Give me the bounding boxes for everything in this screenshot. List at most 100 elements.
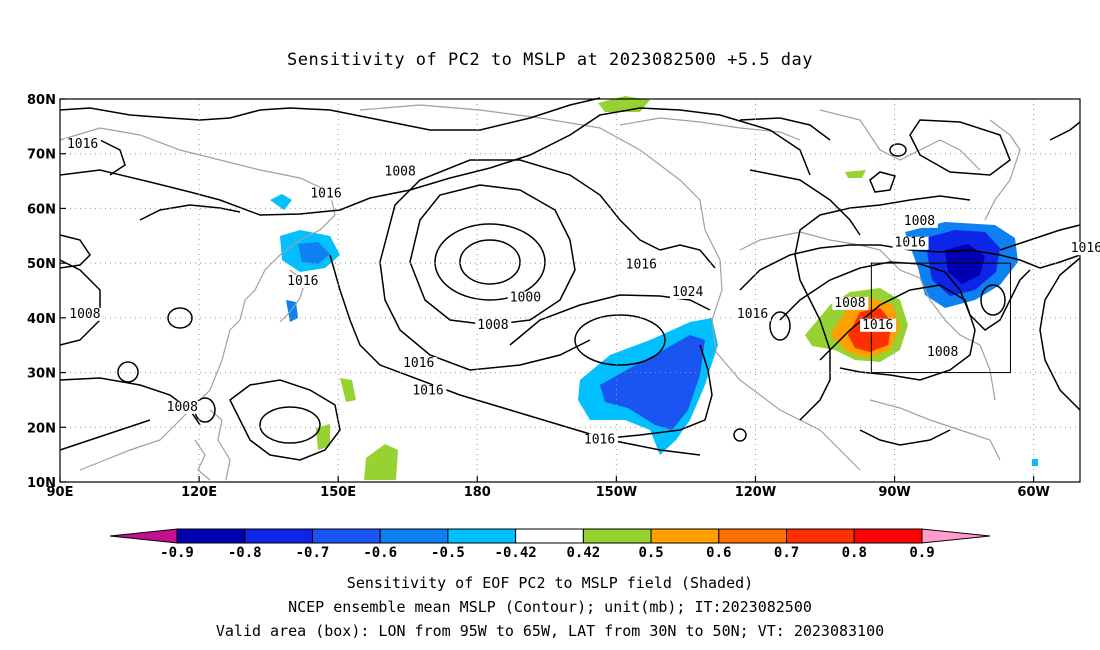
colorbar-swatch-6 (582, 528, 652, 544)
shading-blue-speck (1032, 459, 1038, 466)
colorbar-label-7: 0.5 (638, 545, 663, 561)
contour-label-17: 1016 (862, 318, 893, 333)
colorbar-label-3: -0.6 (363, 545, 397, 561)
valid-area-box (870, 262, 1011, 374)
contour-label-8: 1024 (672, 285, 703, 300)
shading-japan-negative-inner (298, 242, 330, 264)
colorbar-label-2: -0.7 (296, 545, 330, 561)
shading-northeast-negative-core (945, 244, 985, 284)
contour-label-12: 1008 (167, 400, 198, 415)
colorbar-swatch-4 (447, 528, 517, 544)
lon-tick-label-1: 120E (181, 485, 217, 500)
contour-label-bg-17 (860, 318, 897, 332)
colorbar-swatch-8 (718, 528, 788, 544)
contour-label-14: 1008 (834, 296, 865, 311)
lon-tick-label-3: 180 (464, 485, 491, 500)
shading-green-4 (364, 444, 398, 480)
lat-tick-label-4: 40N (27, 312, 56, 327)
contour-label-2: 1016 (310, 186, 341, 201)
colorbar-swatch-7 (650, 528, 720, 544)
lat-tick-label-3: 50N (27, 257, 56, 272)
contour-label-bg-15 (901, 214, 938, 228)
shading-small-negative-1 (270, 194, 292, 210)
map-frame (59, 98, 1081, 483)
contour-label-bg-12 (164, 400, 201, 414)
colorbar-label-9: 0.7 (774, 545, 799, 561)
contour-label-bg-10 (401, 357, 438, 371)
lon-tick-label-5: 120W (735, 485, 776, 500)
shading-green-3 (316, 424, 330, 450)
colorbar-label-4: -0.5 (431, 545, 465, 561)
contour-label-bg-1 (382, 165, 419, 179)
shading-green-2 (340, 378, 356, 402)
shading-green-1 (845, 170, 866, 178)
shading-pacific-negative-inner (600, 335, 705, 430)
lon-tick-label-2: 150E (320, 485, 356, 500)
contour-label-4: 1008 (69, 307, 100, 322)
caption-shading: Sensitivity of EOF PC2 to MSLP field (Sh… (346, 574, 754, 592)
colorbar-label-11: 0.9 (909, 545, 934, 561)
coastlines (59, 104, 1021, 481)
colorbar-swatch-9 (786, 528, 855, 544)
lat-tick-label-5: 30N (27, 367, 56, 382)
contour-label-9: 1016 (737, 307, 768, 322)
lon-tick-label-0: 90E (47, 485, 74, 500)
colorbar-swatch-5 (515, 528, 584, 544)
lat-tick-label-2: 60N (27, 202, 56, 217)
contour-label-6: 1008 (477, 318, 508, 333)
colorbar-label-8: 0.6 (706, 545, 731, 561)
colorbar: -0.9 -0.8 -0.7 -0.6 -0.5 -0.42 0.42 0.5 0.6 0.7 0.… (109, 528, 991, 561)
lat-tick-label-6: 20N (27, 421, 56, 436)
longitude-axis: 90E 120E 150E 180 150W 120W 90W 60W (47, 476, 1050, 500)
contour-label-0: 1016 (67, 137, 98, 152)
contour-label-bg-0 (64, 138, 101, 152)
contour-label-bg-9 (734, 307, 771, 321)
colorbar-label-0: -0.9 (160, 545, 194, 561)
colorbar-high-end (921, 528, 991, 544)
colorbar-swatch-3 (379, 528, 449, 544)
contour-label-19: 1016 (1071, 241, 1100, 256)
latitude-axis: 80N 70N 60N 50N 40N 30N 20N 10N (27, 93, 66, 491)
colorbar-swatch-0 (176, 528, 246, 544)
contour-label-7: 1016 (626, 258, 657, 273)
lat-tick-label-1: 70N (27, 148, 56, 163)
contour-label-bg-5 (507, 291, 544, 305)
colorbar-label-5: -0.42 (495, 545, 537, 561)
contour-label-3: 1016 (287, 274, 318, 289)
contour-label-18: 1008 (927, 345, 958, 360)
map-title: Sensitivity of PC2 to MSLP at 2023082500… (286, 50, 813, 70)
contour-label-13: 1016 (584, 433, 615, 448)
contour-label-15: 1008 (904, 214, 935, 229)
lon-tick-label-7: 60W (1017, 485, 1049, 500)
contour-label-bg-19 (1068, 242, 1100, 256)
sensitivity-shading (270, 96, 1038, 480)
contour-label-bg-18 (925, 346, 961, 360)
contour-label-5: 1000 (510, 290, 541, 305)
lon-tick-label-6: 90W (878, 485, 910, 500)
colorbar-swatch-1 (244, 528, 313, 544)
caption-valid-area: Valid area (box): LON from 95W to 65W, L… (215, 622, 885, 640)
contour-label-bg-8 (670, 285, 706, 299)
contour-label-bg-14 (832, 296, 869, 310)
colorbar-label-1: -0.8 (228, 545, 262, 561)
contour-label-11: 1016 (412, 383, 443, 398)
contour-label-bg-13 (581, 433, 618, 447)
colorbar-label-10: 0.8 (842, 545, 867, 561)
lat-tick-label-0: 80N (27, 93, 56, 108)
contour-label-bg-4 (67, 307, 104, 321)
mslp-contours (59, 97, 1081, 461)
contour-label-16: 1016 (895, 236, 926, 251)
caption-contours: NCEP ensemble mean MSLP (Contour); unit(… (288, 598, 812, 616)
contour-label-1: 1008 (385, 165, 416, 180)
contour-label-bg-2 (308, 187, 345, 201)
colorbar-swatch-10 (853, 528, 923, 544)
lon-tick-label-4: 150W (596, 485, 637, 500)
contour-label-bg-16 (892, 236, 929, 250)
lat-tick-label-7: 10N (27, 476, 56, 491)
colorbar-low-end (109, 528, 178, 544)
contour-label-bg-3 (285, 275, 322, 289)
contour-label-bg-11 (410, 384, 447, 398)
contour-label-10: 1016 (403, 356, 434, 371)
colorbar-swatch-2 (311, 528, 381, 544)
